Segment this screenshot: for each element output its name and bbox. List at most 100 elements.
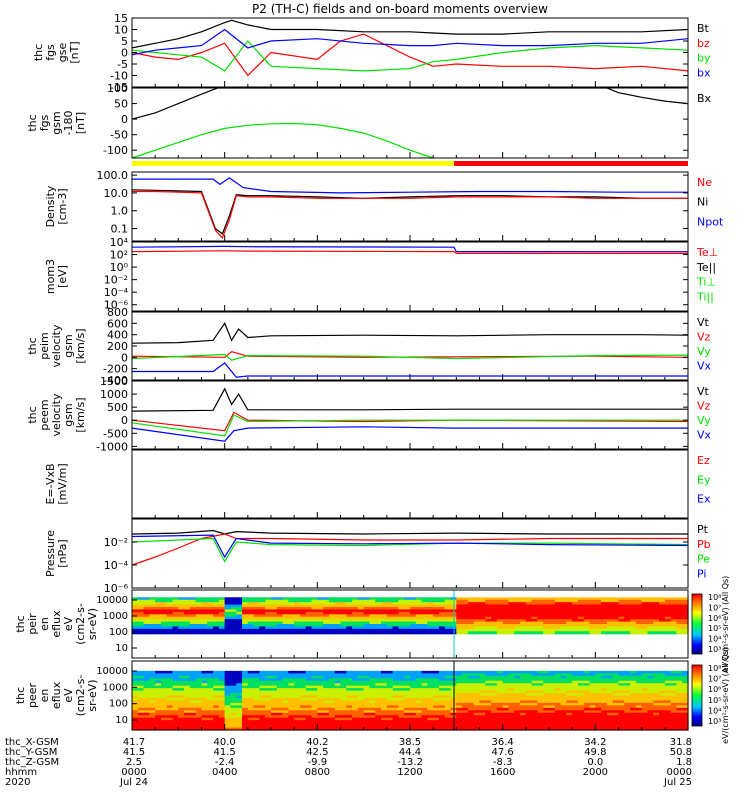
heatmap-cell xyxy=(172,609,179,613)
heatmap-cell xyxy=(410,710,417,714)
heatmap-cell xyxy=(224,695,232,699)
heatmap-cell xyxy=(386,624,394,628)
heatmap-cell xyxy=(178,616,185,620)
heatmap-cell xyxy=(392,611,400,615)
y-axis-label: [cm-3] xyxy=(56,188,69,224)
heatmap-cell xyxy=(184,720,191,724)
heatmap-cell xyxy=(276,616,284,620)
heatmap-cell xyxy=(398,607,405,611)
heatmap-cell xyxy=(682,702,689,706)
heatmap-cell xyxy=(514,712,521,716)
heatmap-cell xyxy=(537,624,544,628)
heatmap-cell xyxy=(583,675,591,679)
heatmap-cell xyxy=(415,628,423,632)
heatmap-cell xyxy=(624,695,631,699)
heatmap-cell xyxy=(630,631,637,635)
heatmap-cell xyxy=(381,693,388,697)
heatmap-cell xyxy=(230,602,237,606)
heatmap-cell xyxy=(282,619,289,623)
heatmap-cell xyxy=(479,675,486,679)
heatmap-cell xyxy=(398,616,405,620)
heatmap-cell xyxy=(549,720,556,724)
heatmap-cell xyxy=(189,631,197,635)
heatmap-cell xyxy=(606,722,614,726)
heatmap-cell xyxy=(259,619,266,623)
heatmap-cell xyxy=(195,624,203,628)
heatmap-cell xyxy=(247,607,255,611)
heatmap-cell xyxy=(357,715,365,719)
heatmap-cell xyxy=(259,597,266,601)
heatmap-cell xyxy=(606,710,614,714)
heatmap-cell xyxy=(462,707,469,711)
heatmap-cell xyxy=(363,611,371,615)
heatmap-cell xyxy=(485,599,492,603)
heatmap-cell xyxy=(554,673,562,677)
heatmap-cell xyxy=(676,599,683,603)
heatmap-cell xyxy=(612,712,620,716)
heatmap-cell xyxy=(375,628,382,632)
heatmap-cell xyxy=(218,707,226,711)
heatmap-cell xyxy=(346,725,353,729)
heatmap-cell xyxy=(282,712,289,716)
heatmap-cell xyxy=(323,616,330,620)
heatmap-cell xyxy=(618,609,625,613)
heatmap-cell xyxy=(664,712,672,716)
heatmap-cell xyxy=(583,722,591,726)
heatmap-cell xyxy=(317,604,324,608)
heatmap-cell xyxy=(276,619,284,623)
heatmap-cell xyxy=(496,626,504,630)
heatmap-cell xyxy=(155,621,162,625)
heatmap-cell xyxy=(572,619,579,623)
heatmap-cell xyxy=(410,717,417,721)
heatmap-cell xyxy=(635,624,643,628)
heatmap-cell xyxy=(641,673,649,677)
heatmap-cell xyxy=(149,710,156,714)
heatmap-cell xyxy=(265,683,272,687)
heatmap-cell xyxy=(137,631,145,635)
heatmap-cell xyxy=(172,710,179,714)
heatmap-cell xyxy=(184,670,191,674)
heatmap-cell xyxy=(311,621,318,625)
heatmap-cell xyxy=(525,680,533,684)
heatmap-cell xyxy=(508,690,515,694)
heatmap-cell xyxy=(160,597,168,601)
heatmap-cell xyxy=(560,707,567,711)
heatmap-cell xyxy=(404,712,411,716)
heatmap-cell xyxy=(334,712,342,716)
heatmap-cell xyxy=(612,619,620,623)
heatmap-cell xyxy=(583,688,591,692)
heatmap-cell xyxy=(612,614,620,618)
heatmap-cell xyxy=(479,683,486,687)
heatmap-cell xyxy=(456,695,463,699)
y-axis-label: peer xyxy=(26,683,39,709)
heatmap-cell xyxy=(224,683,232,687)
heatmap-cell xyxy=(641,712,649,716)
heatmap-cell xyxy=(404,727,411,731)
heatmap-cell xyxy=(624,619,631,623)
heatmap-cell xyxy=(485,614,492,618)
heatmap-cell xyxy=(259,631,266,635)
heatmap-cell xyxy=(369,670,376,674)
heatmap-cell xyxy=(323,688,330,692)
heatmap-cell xyxy=(595,619,602,623)
heatmap-cell xyxy=(520,614,527,618)
heatmap-cell xyxy=(352,697,359,702)
heatmap-cell xyxy=(589,693,596,697)
heatmap-cell xyxy=(653,727,660,731)
heatmap-cell xyxy=(496,695,504,699)
heatmap-cell xyxy=(328,673,336,677)
heatmap-cell xyxy=(282,725,289,729)
heatmap-cell xyxy=(271,720,278,724)
heatmap-cell xyxy=(288,604,295,608)
heatmap-cell xyxy=(184,712,191,716)
heatmap-cell xyxy=(438,685,446,689)
heatmap-cell xyxy=(369,604,376,608)
heatmap-cell xyxy=(305,700,313,704)
heatmap-cell xyxy=(549,693,556,697)
heatmap-cell xyxy=(172,628,179,632)
heatmap-cell xyxy=(410,720,417,724)
heatmap-cell xyxy=(265,616,272,620)
heatmap-cell xyxy=(444,722,452,726)
heatmap-cell xyxy=(259,602,266,606)
heatmap-cell xyxy=(601,715,608,719)
